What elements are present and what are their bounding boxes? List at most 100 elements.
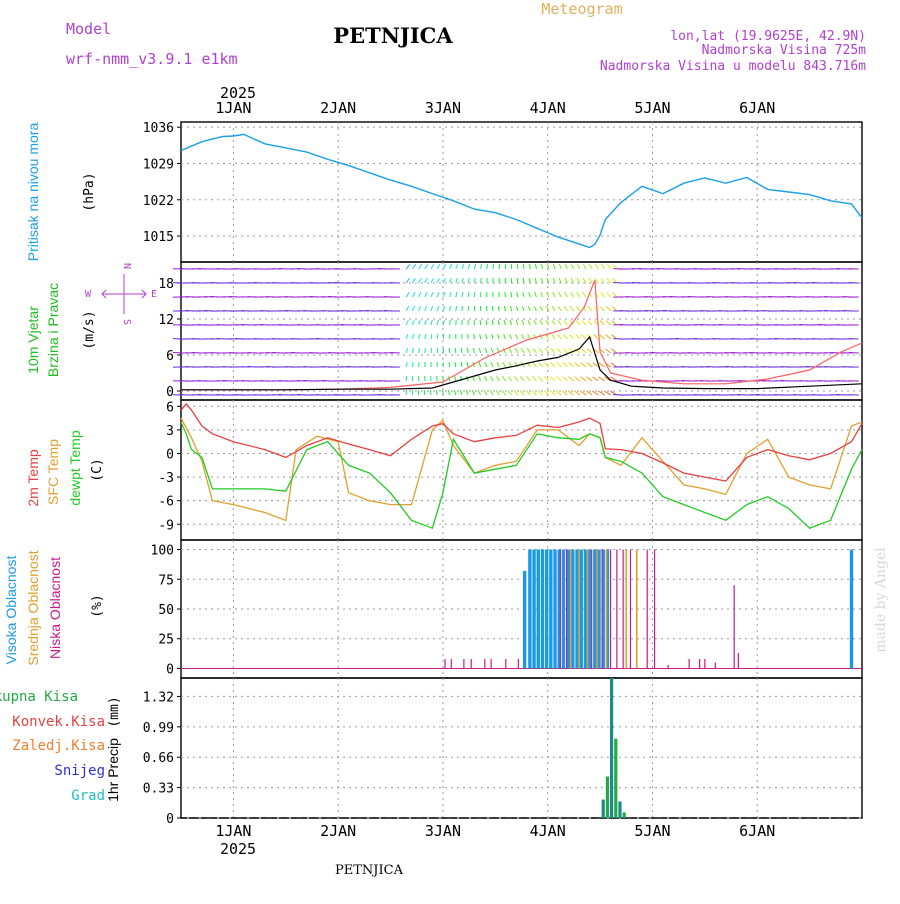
wind-arrow (588, 320, 592, 325)
wind-arrow (419, 362, 420, 367)
precip-bar (606, 777, 609, 818)
wind-arrow (454, 390, 456, 395)
wind-arrow (412, 334, 414, 339)
wind-ylabel-sub: Brzina i Pravac (45, 283, 61, 377)
wind-arrow (437, 306, 438, 311)
wind-arrow (583, 292, 586, 297)
wind-arrow (436, 390, 437, 395)
wind-arrow (406, 278, 409, 283)
date-label-top: 4JAN (530, 99, 566, 117)
pressure-unit: (hPa) (82, 172, 97, 211)
wind-arrow (474, 278, 475, 283)
wind-arrow (541, 264, 542, 269)
precip-bar (610, 678, 613, 818)
wind-arrow (533, 348, 536, 353)
wind-arrow (425, 278, 428, 283)
sfc-ylabel: SFC Temp (45, 439, 61, 505)
date-label-bottom: 6JAN (739, 822, 775, 840)
wind-arrow (551, 348, 555, 353)
compass-arrows (102, 274, 146, 314)
wind-arrow (582, 320, 586, 325)
wind-arrow (431, 264, 434, 269)
wind-arrow (522, 306, 524, 311)
wind-arrow (478, 390, 480, 395)
wind-arrow (533, 362, 537, 367)
wind-arrow (481, 278, 482, 283)
wind-arrow (425, 292, 427, 297)
precip-tick-label: 1.32 (143, 690, 174, 705)
wind-arrow (486, 320, 487, 325)
wind-arrow (600, 335, 605, 339)
wind-arrow (545, 362, 549, 367)
precip-legend-snow: Snijeg (54, 763, 105, 779)
wind-arrow (504, 306, 505, 311)
wind-arrow (557, 377, 562, 381)
date-label-bottom: 5JAN (634, 822, 670, 840)
wind-arrow (565, 292, 568, 297)
wind-arrow (509, 348, 511, 353)
compass-e: E (151, 289, 157, 300)
wind-arrow (523, 278, 524, 283)
wind-arrow (553, 264, 555, 269)
low-cloud-bar (668, 665, 669, 669)
wind-arrow (559, 278, 561, 283)
wind-arrow (598, 391, 604, 395)
wind-arrow (581, 377, 586, 381)
wind-arrow (592, 391, 598, 395)
credit-text: made by Angel (873, 547, 889, 653)
wind-arrow (570, 334, 574, 339)
high-cloud-bar (593, 550, 596, 669)
wind-arrow (583, 278, 586, 283)
temperature-tick-label: 0 (166, 447, 174, 462)
wind-arrow (601, 278, 605, 283)
wind-arrow (557, 362, 561, 367)
high-cloud-bar (528, 550, 531, 669)
precip-bar (618, 801, 621, 818)
wind-arrow (406, 320, 408, 325)
wind-arrow (575, 363, 580, 367)
wind-arrow (431, 292, 433, 297)
cloud-tick-label: 50 (158, 603, 174, 618)
high-cloud-bar (597, 550, 600, 669)
wind-arrow (419, 320, 421, 325)
compass-n: N (121, 263, 132, 269)
low-cloud-bar (616, 550, 617, 669)
wind-arrow (487, 264, 488, 269)
wind-arrow (587, 349, 592, 353)
date-label-top: 3JAN (425, 99, 461, 117)
low-cloud-bar (602, 550, 603, 669)
wind-arrow (539, 348, 542, 353)
low-cloud-bar (591, 550, 592, 669)
wind-arrow (431, 306, 433, 311)
wind-arrow (529, 292, 530, 297)
wind-arrow (528, 320, 530, 325)
t2m-line (181, 404, 862, 481)
wind-arrow (503, 376, 506, 381)
mid-cloud-bar (587, 550, 589, 669)
compass-w: W (85, 289, 92, 300)
wind-arrow (505, 292, 506, 297)
low-cloud-bar (484, 659, 485, 669)
wind-arrow (599, 377, 605, 381)
low-cloud-bar (560, 550, 561, 669)
wind-arrow (479, 348, 480, 353)
wind-arrow (553, 278, 555, 283)
wind-arrow (479, 362, 481, 367)
wind-arrow (576, 334, 580, 339)
wind-arrow (607, 292, 611, 297)
wind-arrow (485, 348, 486, 353)
wind-arrow (468, 278, 469, 283)
wind-arrow (552, 306, 555, 311)
wind-arrow (406, 362, 407, 367)
wind-arrow (437, 334, 438, 339)
wind-arrow (473, 348, 474, 353)
wind-arrow (534, 306, 536, 311)
wind-arrow (437, 278, 439, 283)
precip-ylabel: 1hr Precip (105, 738, 121, 802)
low-cloud-bar (715, 663, 716, 669)
wind-arrow (606, 335, 611, 339)
wind-arrow (467, 348, 468, 353)
wind-arrow (587, 363, 592, 367)
wind-arrow (425, 264, 428, 269)
wind-arrow (612, 307, 617, 311)
